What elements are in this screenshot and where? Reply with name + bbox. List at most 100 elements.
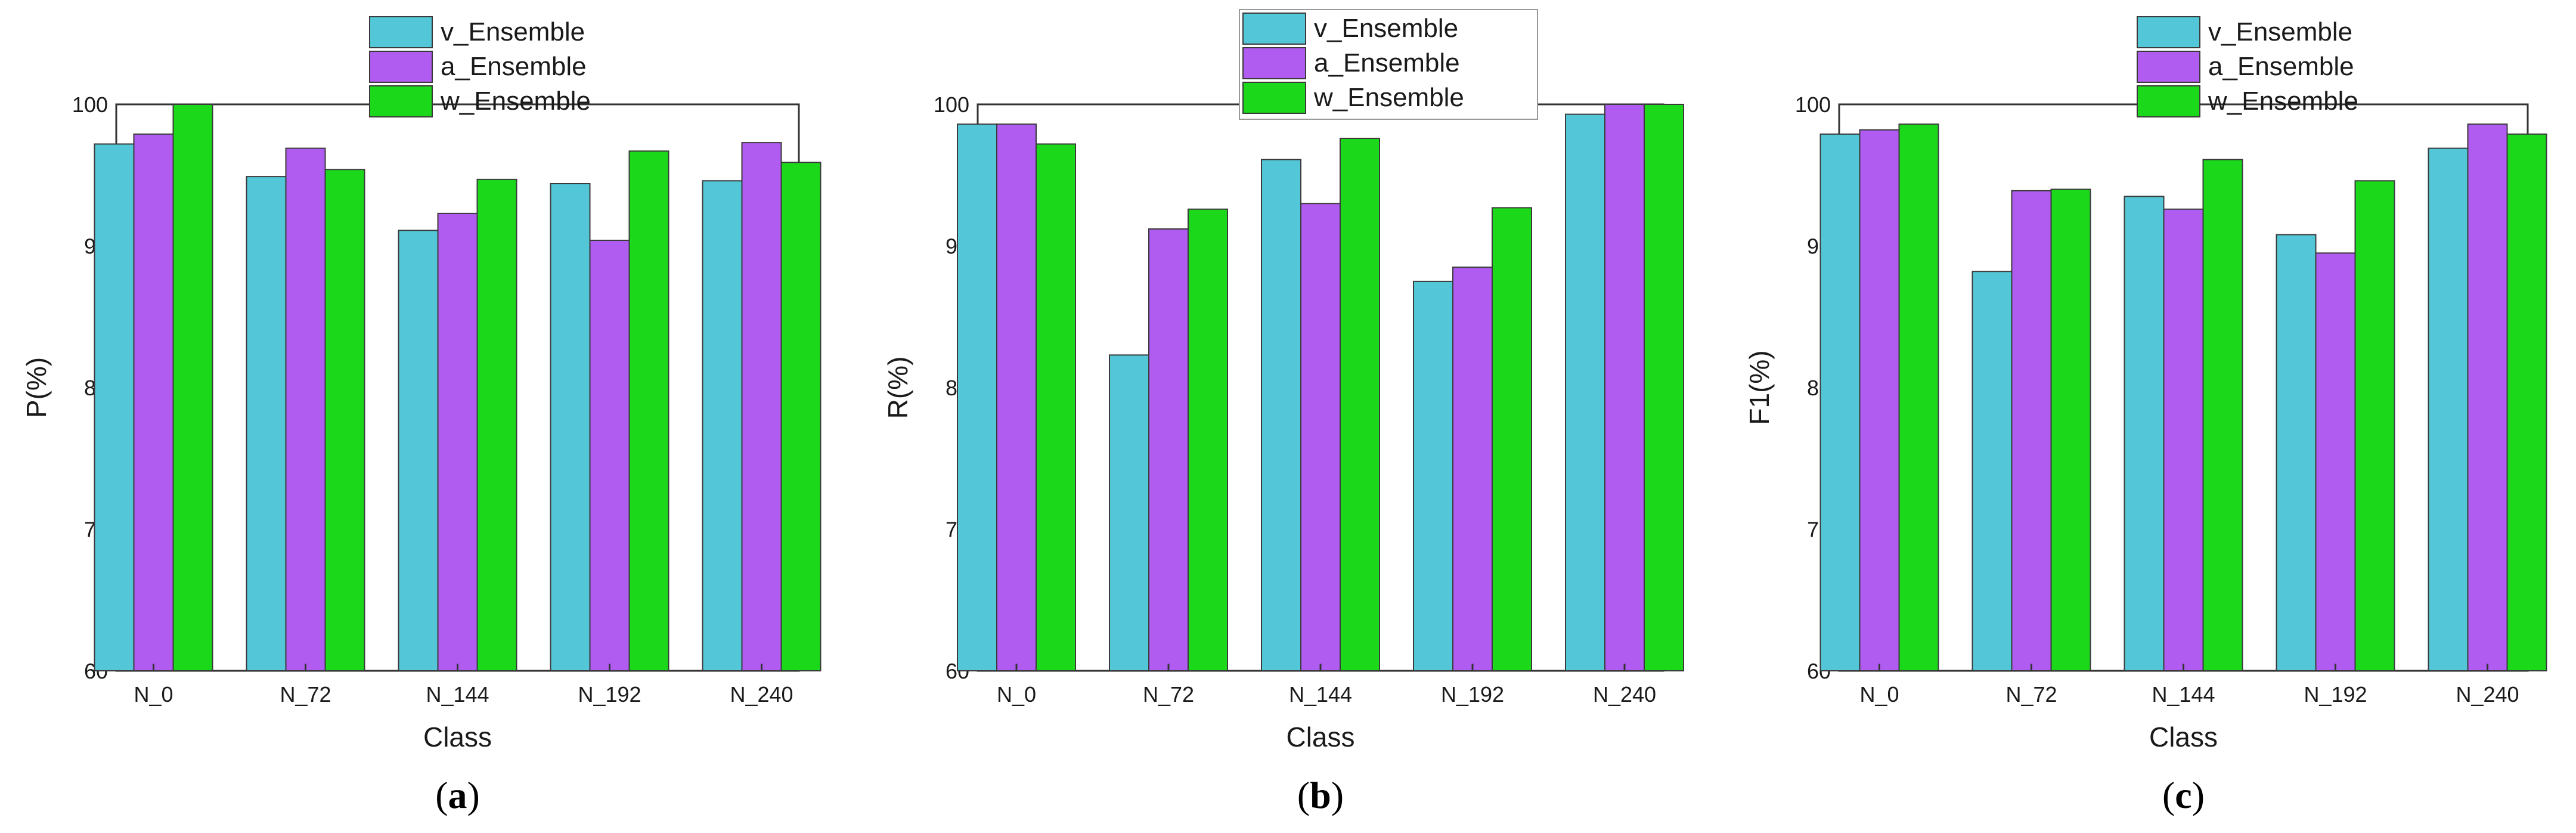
bar-a_Ensemble-N_192 [1452,267,1493,671]
x-tick-label: N_192 [2304,682,2367,707]
legend-label: w_Ensemble [1313,83,1464,112]
bar-w_Ensemble-N_240 [2506,133,2547,671]
legend-swatch-v_Ensemble [2137,16,2200,48]
bar-a_Ensemble-N_144 [437,212,478,671]
x-axis-title: Class [2149,721,2218,753]
panel-label-letter: c [2175,774,2191,816]
bar-a_Ensemble-N_0 [996,123,1037,671]
y-axis-title: R(%) [882,357,913,419]
x-tick-label: N_144 [1289,682,1352,707]
legend-swatch-w_Ensemble [1242,82,1306,114]
legend-label: a_Ensemble [1314,48,1460,78]
legend-swatch-a_Ensemble [2137,51,2200,83]
legend-label: v_Ensemble [441,17,585,47]
panel-label: (c) [2162,774,2205,816]
bar-v_Ensemble-N_72 [1971,271,2013,671]
bar-w_Ensemble-N_0 [172,104,213,671]
x-tick-label: N_192 [578,682,641,707]
bar-v_Ensemble-N_192 [550,183,591,671]
bar-w_Ensemble-N_192 [628,150,669,671]
x-tick-label: N_72 [1143,682,1194,707]
legend-swatch-w_Ensemble [2137,85,2200,117]
bar-a_Ensemble-N_72 [285,147,326,671]
bar-v_Ensemble-N_0 [1819,133,1861,671]
bar-v_Ensemble-N_192 [1413,280,1453,671]
legend-label: a_Ensemble [2208,52,2354,81]
x-tick-label: N_0 [1859,682,1899,707]
legend-swatch-w_Ensemble [369,85,433,117]
bar-w_Ensemble-N_0 [1036,143,1076,671]
bar-w_Ensemble-N_72 [1188,208,1228,671]
chart-panel-b: 60708090100N_0N_72N_144N_192N_240ClassR(… [882,9,1684,816]
panel-label-open: ( [2162,774,2175,816]
legend-swatch-v_Ensemble [1242,13,1306,45]
legend-label: w_Ensemble [2208,86,2358,116]
bar-w_Ensemble-N_72 [324,169,365,671]
bar-v_Ensemble-N_240 [1565,113,1605,671]
bar-a_Ensemble-N_192 [2315,252,2356,671]
bar-a_Ensemble-N_0 [133,133,174,671]
x-axis-title: Class [1286,721,1354,753]
legend: v_Ensemble a_Ensemble w_Ensemble [1239,9,1538,120]
bar-v_Ensemble-N_144 [2124,196,2165,671]
x-axis-title: Class [423,721,492,753]
bar-w_Ensemble-N_0 [1898,123,1939,671]
bar-v_Ensemble-N_144 [1261,159,1301,671]
x-tick-label: N_72 [2005,682,2057,707]
bar-v_Ensemble-N_240 [2428,147,2469,671]
bar-v_Ensemble-N_192 [2276,234,2317,671]
x-tick-label: N_144 [426,682,489,707]
panel-label-open: ( [1297,774,1310,816]
y-tick-label: 100 [1795,92,1831,117]
bar-a_Ensemble-N_240 [1604,104,1645,671]
x-tick-label: N_192 [1441,682,1504,707]
panel-label: (b) [1297,774,1344,816]
legend: v_Ensemble a_Ensemble w_Ensemble [2137,16,2358,117]
y-tick-label: 100 [72,92,108,117]
bar-w_Ensemble-N_72 [2050,188,2091,671]
bar-v_Ensemble-N_0 [957,123,997,671]
bar-w_Ensemble-N_240 [1644,104,1684,671]
bar-w_Ensemble-N_144 [476,178,517,671]
legend-label: v_Ensemble [1314,14,1458,43]
bar-a_Ensemble-N_192 [589,240,630,671]
x-tick-label: N_240 [2456,682,2519,707]
panel-label: (a) [435,774,480,816]
bar-a_Ensemble-N_240 [741,142,782,671]
bar-a_Ensemble-N_144 [2163,208,2204,671]
panel-label-letter: b [1310,774,1331,816]
x-tick-label: N_0 [134,682,173,707]
x-tick-label: N_72 [280,682,331,707]
chart-panel-a: 60708090100N_0N_72N_144N_192N_240ClassP(… [21,16,822,816]
bar-w_Ensemble-N_144 [2202,159,2243,671]
x-tick-label: N_0 [997,682,1036,707]
panel-label-close: ) [467,774,480,816]
legend-swatch-a_Ensemble [369,51,433,83]
bar-w_Ensemble-N_240 [780,162,822,671]
bar-v_Ensemble-N_72 [246,176,287,671]
panel-label-letter: a [448,774,467,816]
bar-a_Ensemble-N_72 [1148,228,1189,671]
bar-w_Ensemble-N_192 [2354,180,2395,671]
legend-label: w_Ensemble [440,86,591,116]
y-axis-title: P(%) [21,357,52,418]
panel-label-close: ) [1331,774,1344,816]
legend-swatch-a_Ensemble [1242,47,1306,79]
legend: v_Ensemble a_Ensemble w_Ensemble [369,16,591,117]
legend-label: a_Ensemble [441,52,587,81]
bar-a_Ensemble-N_240 [2467,123,2508,671]
x-tick-label: N_144 [2152,682,2215,707]
panel-label-open: ( [435,774,448,816]
panel-label-close: ) [2192,774,2205,816]
bar-a_Ensemble-N_144 [1300,203,1341,671]
bar-a_Ensemble-N_72 [2011,190,2052,671]
x-tick-label: N_240 [730,682,793,707]
bar-v_Ensemble-N_240 [702,180,743,671]
y-tick-label: 100 [934,92,969,117]
bar-v_Ensemble-N_72 [1109,354,1149,671]
bar-w_Ensemble-N_144 [1340,138,1380,671]
y-axis-title: F1(%) [1744,350,1775,425]
bar-v_Ensemble-N_144 [398,230,439,671]
